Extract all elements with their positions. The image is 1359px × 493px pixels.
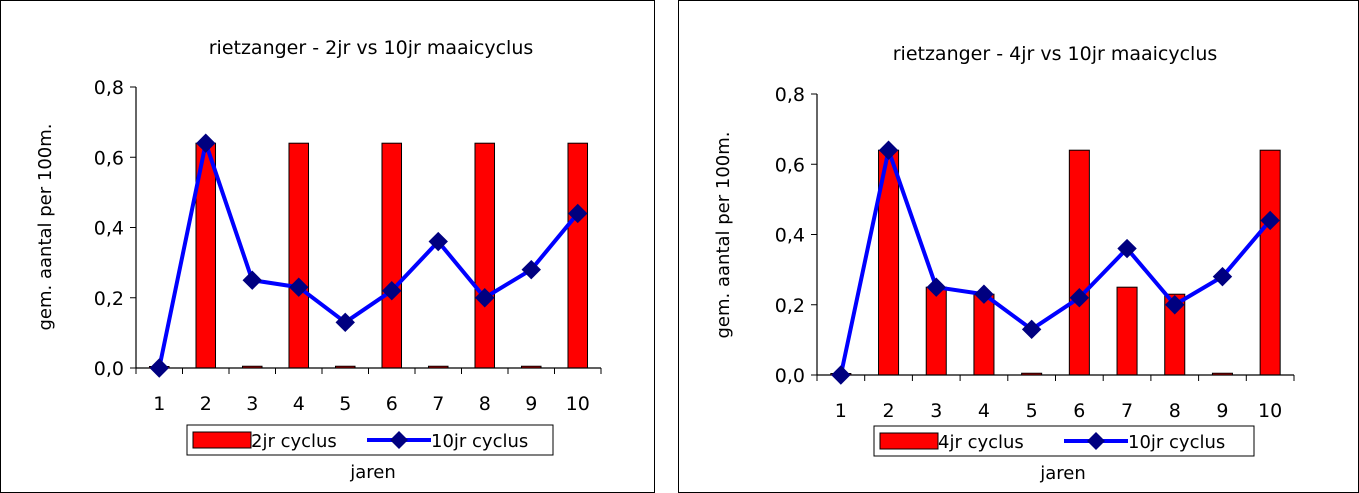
x-tick-label: 6 xyxy=(1073,400,1085,422)
x-tick-label: 4 xyxy=(293,393,305,415)
x-tick-label: 7 xyxy=(432,393,444,415)
line-marker xyxy=(428,231,448,252)
y-axis-label: gem. aantal per 100m. xyxy=(713,132,734,339)
chart-title: rietzanger - 2jr vs 10jr maaicyclus xyxy=(209,37,534,59)
legend-label: 2jr cyclus xyxy=(251,431,337,452)
line-marker xyxy=(926,277,946,297)
x-tick-label: 1 xyxy=(835,400,847,422)
y-tick-label: 0,4 xyxy=(775,225,805,247)
bar xyxy=(925,286,947,376)
line-marker xyxy=(475,288,495,308)
x-tick-label: 2 xyxy=(883,400,895,422)
bar xyxy=(973,293,995,376)
x-tick-label: 10 xyxy=(1258,400,1282,422)
line-marker xyxy=(196,133,216,153)
x-tick-label: 7 xyxy=(1121,400,1133,422)
line-marker xyxy=(1260,210,1280,231)
line-marker xyxy=(382,281,402,301)
legend-label: 10jr cyclus xyxy=(1128,432,1225,453)
line-marker xyxy=(1069,288,1090,308)
bar xyxy=(1116,286,1138,376)
line-marker xyxy=(1117,238,1137,259)
y-tick-label: 0,4 xyxy=(94,218,124,240)
line-marker xyxy=(521,259,541,280)
line-series xyxy=(838,148,1272,376)
legend-marker-swatch xyxy=(1087,432,1105,450)
line-marker xyxy=(568,203,588,224)
x-tick-label: 3 xyxy=(930,400,942,422)
chart-panel-2jr-vs-10jr: rietzanger - 2jr vs 10jr maaicyclus gem. … xyxy=(0,0,655,493)
line-marker xyxy=(289,277,309,297)
line-marker xyxy=(878,140,899,160)
y-tick-label: 0,6 xyxy=(775,154,805,176)
y-tick-label: 0,0 xyxy=(94,358,124,380)
x-tick-label: 9 xyxy=(1216,400,1228,422)
bar xyxy=(474,142,496,369)
line-series xyxy=(157,141,580,369)
legend-bar-swatch xyxy=(192,431,252,449)
x-tick-label: 3 xyxy=(246,393,258,415)
x-tick-label: 4 xyxy=(978,400,990,422)
x-tick-label: 5 xyxy=(1026,400,1038,422)
line-marker xyxy=(149,358,169,378)
legend-bar-swatch xyxy=(879,432,939,450)
x-tick-label: 1 xyxy=(153,393,165,415)
legend-label: 4jr cyclus xyxy=(938,432,1024,453)
line-marker xyxy=(1212,266,1233,287)
bar xyxy=(1259,149,1281,376)
line-marker xyxy=(974,284,994,304)
bar xyxy=(288,142,310,369)
y-tick-label: 0,6 xyxy=(94,147,124,169)
y-tick-label: 0,2 xyxy=(775,295,805,317)
x-tick-label: 10 xyxy=(566,393,590,415)
y-tick-label: 0,0 xyxy=(775,365,805,387)
line-marker xyxy=(1165,295,1185,315)
line-marker xyxy=(242,270,262,290)
bar xyxy=(1068,149,1090,376)
y-tick-label: 0,2 xyxy=(94,288,124,310)
line-marker xyxy=(831,365,851,385)
x-axis-label: jaren xyxy=(1039,463,1086,484)
y-tick-label: 0,8 xyxy=(94,77,124,99)
bar xyxy=(381,142,403,369)
x-axis-label: jaren xyxy=(349,462,396,483)
y-axis-label: gem. aantal per 100m. xyxy=(35,124,56,331)
legend-marker-swatch xyxy=(390,431,408,449)
y-tick-label: 0,8 xyxy=(775,84,805,106)
x-tick-label: 6 xyxy=(386,393,398,415)
x-tick-label: 2 xyxy=(200,393,212,415)
bar xyxy=(567,142,589,369)
chart-title: rietzanger - 4jr vs 10jr maaicyclus xyxy=(893,43,1218,65)
x-tick-label: 5 xyxy=(339,393,351,415)
chart-svg-4jr-vs-10jr: rietzanger - 4jr vs 10jr maaicyclus gem. … xyxy=(713,43,1295,484)
chart-panel-4jr-vs-10jr: rietzanger - 4jr vs 10jr maaicyclus gem. … xyxy=(678,0,1359,493)
x-tick-label: 8 xyxy=(1169,400,1181,422)
legend-label: 10jr cyclus xyxy=(431,431,528,452)
line-marker xyxy=(1021,319,1042,340)
x-tick-label: 8 xyxy=(479,393,491,415)
x-tick-label: 9 xyxy=(525,393,537,415)
chart-svg-2jr-vs-10jr: rietzanger - 2jr vs 10jr maaicyclus gem. … xyxy=(35,37,602,483)
line-marker xyxy=(335,312,355,333)
